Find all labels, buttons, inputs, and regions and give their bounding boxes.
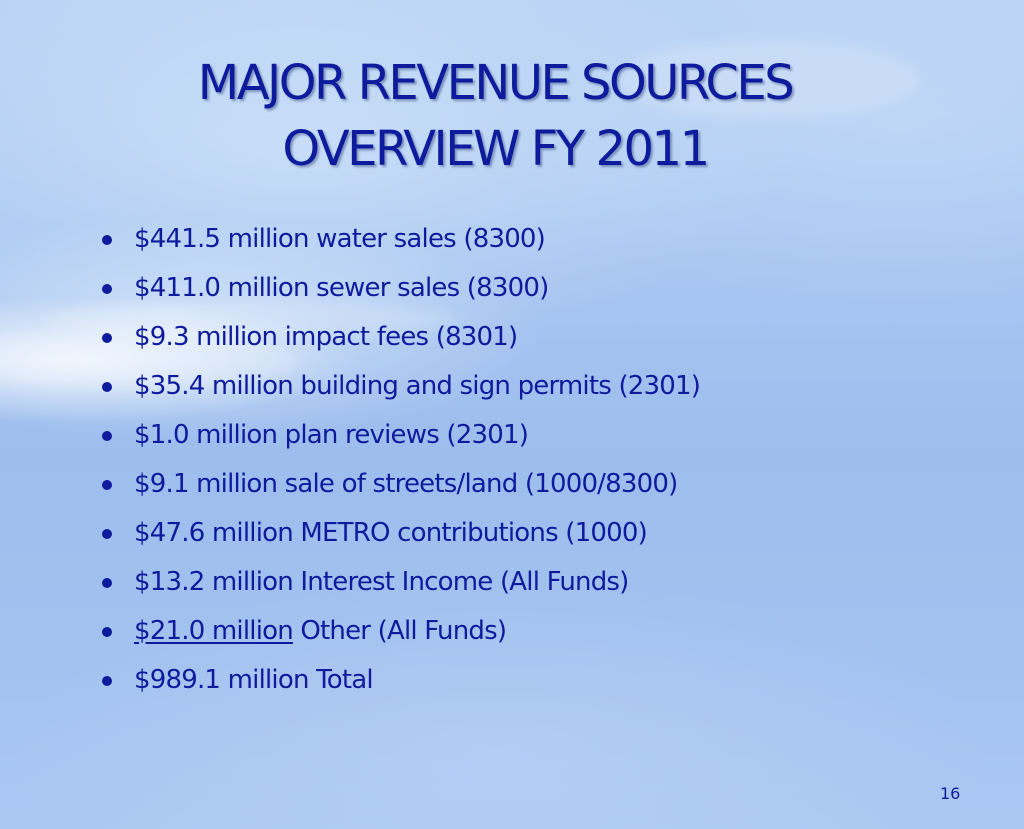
list-item-text: $9.1 million sale of streets/land (1000/… — [134, 469, 678, 499]
list-item: $47.6 million METRO contributions (1000) — [100, 509, 700, 558]
list-item-text: $13.2 million Interest Income (All Funds… — [134, 567, 629, 597]
bullet-icon — [102, 382, 112, 392]
list-item: $35.4 million building and sign permits … — [100, 362, 701, 411]
bullet-icon — [102, 431, 112, 441]
page-number: 16 — [940, 784, 961, 803]
list-item-text: $441.5 million water sales (8300) — [134, 224, 546, 254]
list-item: $9.1 million sale of streets/land (1000/… — [100, 460, 700, 509]
slide-title-line-2: OVERVIEW FY 2011 — [282, 121, 710, 177]
list-item-underlined-amount: $21.0 million — [134, 616, 294, 646]
list-item: $21.0 million Other (All Funds) — [100, 607, 700, 656]
list-item: $1.0 million plan reviews (2301) — [100, 411, 700, 460]
bullet-icon — [102, 529, 112, 539]
list-item-text: $9.3 million impact fees (8301) — [134, 322, 518, 352]
bullet-icon — [102, 627, 112, 637]
list-item-text: $47.6 million METRO contributions (1000) — [134, 518, 648, 548]
bullet-icon — [102, 284, 112, 294]
list-item: $989.1 million Total — [100, 656, 700, 705]
bullet-icon — [102, 578, 112, 588]
list-item-text: Other (All Funds) — [292, 616, 507, 646]
list-item: $9.3 million impact fees (8301) — [100, 313, 700, 362]
list-item: $441.5 million water sales (8300) — [100, 215, 700, 264]
list-item-text: $411.0 million sewer sales (8300) — [134, 273, 549, 303]
bullet-icon — [102, 676, 112, 686]
bullet-icon — [102, 235, 112, 245]
list-item: $13.2 million Interest Income (All Funds… — [100, 558, 700, 607]
bullet-icon — [102, 333, 112, 343]
bullet-icon — [102, 480, 112, 490]
background-highlight — [620, 40, 920, 120]
list-item-text: $35.4 million building and sign permits … — [134, 371, 701, 401]
list-item-text: $1.0 million plan reviews (2301) — [134, 420, 529, 450]
revenue-list: $441.5 million water sales (8300) $411.0… — [100, 215, 701, 705]
list-item: $411.0 million sewer sales (8300) — [100, 264, 700, 313]
slide-title-line-1: MAJOR REVENUE SOURCES — [197, 55, 795, 111]
background-highlight — [0, 330, 300, 390]
slide-title: MAJOR REVENUE SOURCES OVERVIEW FY 2011 — [150, 50, 840, 182]
list-item-text: $989.1 million Total — [134, 665, 374, 695]
